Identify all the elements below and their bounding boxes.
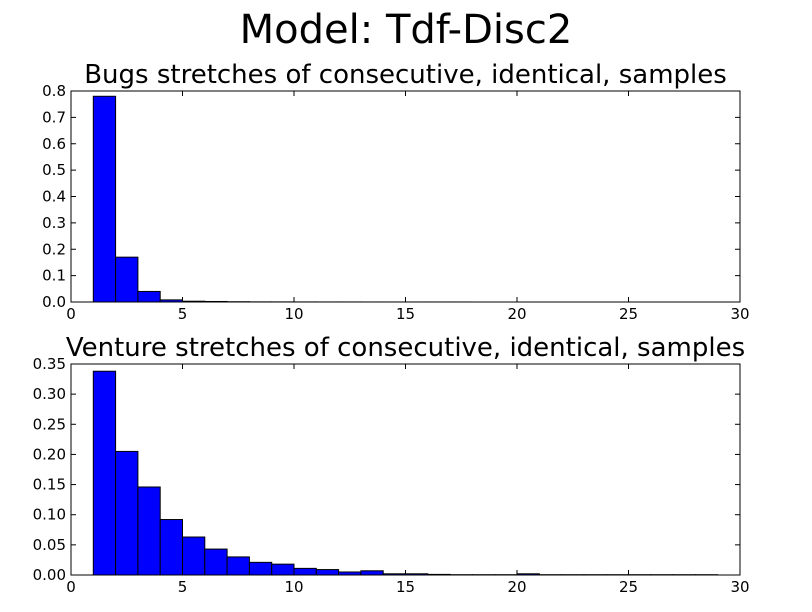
venture-bar xyxy=(92,370,117,576)
bugs-xtick-label: 0 xyxy=(66,305,76,323)
venture-bar xyxy=(271,563,295,576)
venture-bar xyxy=(204,548,228,576)
venture-histogram-panel: Venture stretches of consecutive, identi… xyxy=(33,333,750,596)
bugs-xtick-label: 20 xyxy=(507,305,526,323)
venture-ytick-label: 0.00 xyxy=(33,566,66,584)
venture-bar xyxy=(293,567,317,576)
bugs-ytick-label: 0.2 xyxy=(42,240,66,258)
bugs-xtick-label: 30 xyxy=(730,305,749,323)
bugs-axes-frame xyxy=(70,90,741,303)
bugs-bar xyxy=(137,290,161,303)
venture-xtick-label: 20 xyxy=(507,578,526,596)
bugs-ytick-label: 0.1 xyxy=(42,267,66,285)
bugs-bar xyxy=(92,95,117,303)
venture-title: Venture stretches of consecutive, identi… xyxy=(66,333,745,363)
venture-xtick-label: 10 xyxy=(284,578,303,596)
venture-bar xyxy=(137,486,161,576)
bugs-xtick-label: 25 xyxy=(619,305,638,323)
venture-xtick-label: 5 xyxy=(178,578,188,596)
bugs-ytick-label: 0.6 xyxy=(42,135,66,153)
bugs-ytick-label: 0.5 xyxy=(42,161,66,179)
bugs-ytick-label: 0.8 xyxy=(42,82,66,100)
venture-bar xyxy=(360,570,384,576)
venture-xtick-label: 30 xyxy=(730,578,749,596)
bugs-ytick-label: 0.7 xyxy=(42,108,66,126)
bugs-xtick-label: 15 xyxy=(396,305,415,323)
figure-suptitle: Model: Tdf-Disc2 xyxy=(240,7,573,53)
venture-xtick-label: 0 xyxy=(66,578,76,596)
venture-bar xyxy=(248,561,273,576)
bugs-histogram-panel: Bugs stretches of consecutive, identical… xyxy=(42,60,749,323)
venture-bar xyxy=(226,556,250,576)
bugs-ytick-label: 0.3 xyxy=(42,214,66,232)
venture-ytick-label: 0.05 xyxy=(33,536,66,554)
bugs-xtick-label: 10 xyxy=(284,305,303,323)
venture-xtick-label: 25 xyxy=(619,578,638,596)
venture-ytick-label: 0.10 xyxy=(33,506,66,524)
bugs-bar xyxy=(115,256,139,303)
venture-ytick-label: 0.30 xyxy=(33,385,66,403)
bugs-title: Bugs stretches of consecutive, identical… xyxy=(84,60,727,90)
venture-ytick-label: 0.25 xyxy=(33,415,66,433)
venture-ytick-label: 0.20 xyxy=(33,445,66,463)
venture-ytick-label: 0.35 xyxy=(33,355,66,373)
bugs-ytick-label: 0.0 xyxy=(42,293,66,311)
venture-bar xyxy=(315,569,340,576)
venture-ytick-label: 0.15 xyxy=(33,476,66,494)
bugs-ytick-label: 0.4 xyxy=(42,188,66,206)
venture-bar xyxy=(182,536,206,576)
venture-xtick-label: 15 xyxy=(396,578,415,596)
venture-bar xyxy=(115,450,139,576)
venture-bar xyxy=(159,519,183,576)
bugs-xtick-label: 5 xyxy=(178,305,188,323)
